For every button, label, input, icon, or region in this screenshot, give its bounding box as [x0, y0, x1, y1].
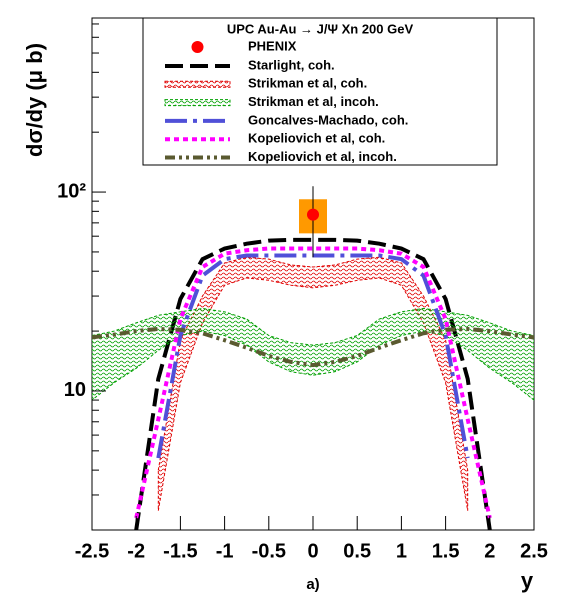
data-point: [307, 208, 319, 221]
line: [134, 237, 492, 530]
x-tick-label: 2: [484, 540, 495, 562]
x-tick-label: 2.5: [520, 540, 548, 562]
y-tick-label: 10²: [57, 180, 86, 202]
x-tick-label: 0: [307, 540, 318, 562]
x-tick-label: -1.5: [163, 540, 197, 562]
x-tick-label: -2.5: [75, 540, 109, 562]
legend-label: Goncalves-Machado, coh.: [248, 112, 408, 127]
x-tick-label: -1: [216, 540, 234, 562]
band: [157, 256, 469, 511]
legend-swatch: [164, 99, 231, 107]
legend-swatch: [164, 80, 231, 88]
legend: PHENIX Starlight, coh. Strikman et al, coh…: [164, 38, 408, 164]
legend-box: [142, 17, 498, 166]
x-tick-label: -0.5: [252, 540, 286, 562]
line: [134, 246, 492, 519]
y-tick-label: 10: [64, 379, 86, 401]
band: [92, 307, 534, 401]
x-axis-label: y: [521, 568, 534, 593]
x-tick-label: 1.5: [432, 540, 460, 562]
x-tick-label: -2: [127, 540, 145, 562]
y-axis-label: dσ/dy (μ b): [22, 43, 47, 157]
legend-label: Kopeliovich et al, coh.: [248, 131, 385, 146]
legend-label: Kopeliovich et al, incoh.: [248, 149, 397, 164]
legend-label: PHENIX: [248, 38, 297, 53]
x-tick-label: 1: [396, 540, 407, 562]
legend-title: UPC Au-Au → J/Ψ Xn 200 GeV: [227, 21, 414, 36]
x-tick-label: 0.5: [343, 540, 371, 562]
legend-label: Starlight, coh.: [248, 57, 335, 72]
legend-label: Strikman et al, incoh.: [248, 94, 379, 109]
axes: -2.5 -2 -1.5 -1 -0.5 0 0.5 1 1.5 2 2.5 10 10²: [57, 23, 548, 562]
legend-marker: [191, 41, 204, 53]
plot-area: [92, 186, 534, 530]
legend-label: Strikman et al, coh.: [248, 76, 367, 91]
line: [92, 326, 534, 368]
panel-label: a): [306, 576, 319, 593]
